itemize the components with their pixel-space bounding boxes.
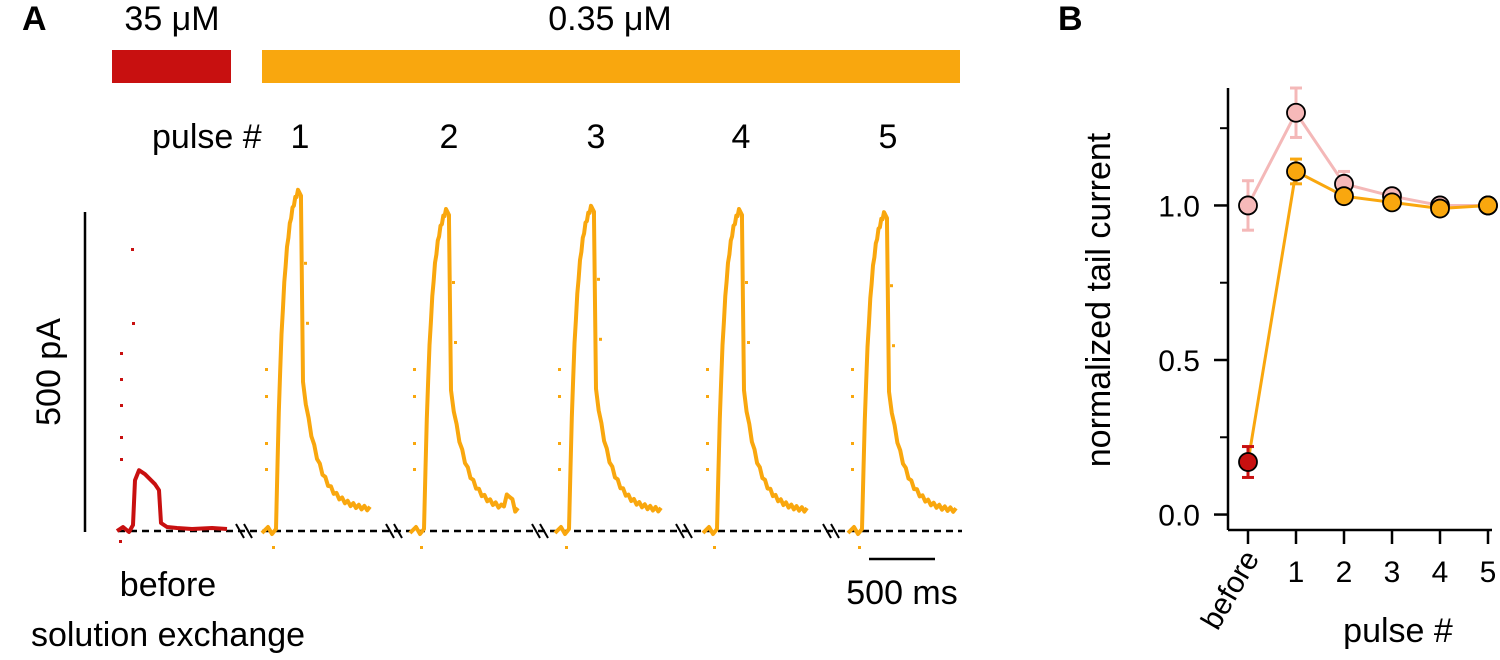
pulse-prefix-label: pulse # xyxy=(152,118,262,156)
pulse-number-label: 5 xyxy=(879,118,898,156)
pulse-number-label: 4 xyxy=(732,118,751,156)
high-concentration-bar xyxy=(112,50,231,83)
y-tick-label: 0.5 xyxy=(1158,345,1200,378)
series-line xyxy=(1246,169,1489,463)
data-point xyxy=(1430,198,1450,219)
trace-pulse xyxy=(846,210,958,536)
trace-artifact-dot xyxy=(851,395,854,398)
trace-pulse xyxy=(701,207,809,536)
before-label-line2: solution exchange xyxy=(31,616,305,654)
trace-artifact-dot xyxy=(132,322,135,325)
x-tick-label: 4 xyxy=(1432,556,1449,589)
trace-artifact-dot xyxy=(713,546,716,549)
series-line xyxy=(1246,109,1488,207)
trace-artifact-dot xyxy=(413,395,416,398)
trace-artifact-dot xyxy=(706,442,709,445)
break-marks xyxy=(235,523,840,539)
trace-artifact-dot xyxy=(747,341,750,344)
panel-b-y-axis-label: normalized tail current xyxy=(1080,132,1118,467)
low-concentration-label: 0.35 μM xyxy=(548,0,672,38)
trace-artifact-dot xyxy=(558,468,561,471)
x-tick-label: 5 xyxy=(1480,556,1497,589)
trace-artifact-dot xyxy=(120,458,123,461)
trace-artifact-dot xyxy=(131,248,134,251)
panel-b-plot: 0.0 0.5 1.0 before 1 2 3 4 5 xyxy=(1158,86,1498,635)
pulse-number-label: 3 xyxy=(587,118,606,156)
trace-artifact-dot xyxy=(558,395,561,398)
pulse-number-label: 2 xyxy=(440,118,459,156)
trace-artifact-dot xyxy=(120,378,123,381)
trace-artifact-dot xyxy=(452,281,455,284)
y-tick-label: 0.0 xyxy=(1158,500,1200,533)
x-tick-label: 3 xyxy=(1384,556,1401,589)
before-label-line1: before xyxy=(120,566,216,604)
x-tick-label: 2 xyxy=(1336,556,1353,589)
trace-artifact-dot xyxy=(304,261,307,265)
trace-artifact-dot xyxy=(558,368,561,371)
data-point xyxy=(1382,192,1402,213)
trace-artifact-dot xyxy=(265,368,268,371)
trace-artifact-dot xyxy=(565,546,568,549)
trace-artifact-dot xyxy=(420,546,423,549)
panel-b-label: B xyxy=(1058,0,1083,38)
trace-artifact-dot xyxy=(706,468,709,471)
high-concentration-label: 35 μM xyxy=(124,0,219,38)
trace-artifact-dot xyxy=(265,395,268,398)
current-scale-label: 500 pA xyxy=(30,318,68,426)
trace-artifact-dot xyxy=(597,277,600,281)
trace-artifact-dot xyxy=(120,436,123,439)
panel-a-label: A xyxy=(22,0,47,38)
trace-artifact-dot xyxy=(599,337,602,341)
time-scale-label: 500 ms xyxy=(846,574,958,612)
panel-b-x-axis-label: pulse # xyxy=(1343,612,1453,650)
data-point xyxy=(1286,161,1306,182)
trace-artifact-dot xyxy=(890,284,893,288)
trace-artifact-dot xyxy=(745,281,748,284)
trace-artifact-dot xyxy=(851,468,854,471)
trace-pulse xyxy=(260,187,372,536)
trace-artifact-dot xyxy=(706,368,709,371)
data-point xyxy=(1286,102,1306,123)
x-tick-label: 1 xyxy=(1288,556,1305,589)
data-point xyxy=(1334,186,1354,207)
trace-artifact-dot xyxy=(119,540,122,543)
low-concentration-bar xyxy=(262,50,960,83)
trace-artifact-dot xyxy=(851,442,854,445)
data-point xyxy=(1238,195,1258,216)
trace-artifact-dot xyxy=(413,468,416,471)
trace-artifact-dot xyxy=(706,395,709,398)
trace-artifact-dot xyxy=(413,442,416,445)
y-tick-label: 1.0 xyxy=(1158,190,1200,223)
trace-before xyxy=(115,468,228,534)
trace-artifact-dot xyxy=(454,341,457,344)
trace-artifact-dot xyxy=(413,368,416,371)
x-tick-label: before xyxy=(1195,545,1266,635)
trace-artifact-dot xyxy=(306,321,309,325)
trace-artifact-dot xyxy=(272,546,275,549)
trace-artifact-dot xyxy=(858,546,861,549)
pulse-number-label: 1 xyxy=(291,118,310,156)
data-point xyxy=(1478,195,1498,216)
trace-artifact-dot xyxy=(265,442,268,445)
trace-pulse xyxy=(408,207,520,536)
data-point xyxy=(1238,452,1258,472)
current-traces xyxy=(115,187,958,549)
trace-pulse xyxy=(553,203,663,536)
trace-artifact-dot xyxy=(558,442,561,445)
trace-artifact-dot xyxy=(892,344,895,348)
trace-artifact-dot xyxy=(265,468,268,471)
trace-artifact-dot xyxy=(120,352,123,355)
trace-artifact-dot xyxy=(851,368,854,371)
trace-artifact-dot xyxy=(120,404,123,407)
